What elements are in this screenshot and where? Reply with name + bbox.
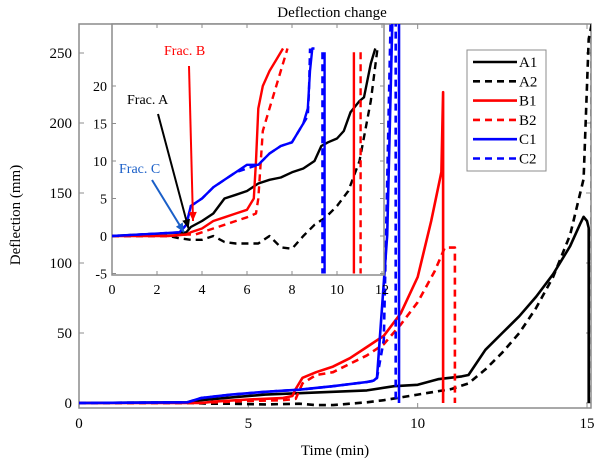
y-tick-label: 0 <box>65 396 73 412</box>
y-tick-label: 200 <box>50 116 73 132</box>
legend-label-a2: A2 <box>519 74 537 90</box>
y-tick-label: 150 <box>50 186 73 202</box>
main-series-group <box>79 24 591 407</box>
annotation-arrowhead-icon <box>188 211 197 221</box>
inset-series-line-b2 <box>112 48 289 238</box>
legend-label-c1: C1 <box>519 132 537 148</box>
inset-y-tick-label: 0 <box>100 230 107 245</box>
y-axis-label: Deflection (mm) <box>8 165 24 265</box>
inset-x-tick-label: 8 <box>289 283 296 298</box>
inset-series-line-c1 <box>112 47 315 238</box>
annotation-label-frac-c: Frac. C <box>119 162 160 177</box>
inset-x-tick-label: 0 <box>109 283 116 298</box>
series-line-b2 <box>79 246 457 405</box>
inset-x-tick-label: 6 <box>244 283 251 298</box>
y-tick-label: 50 <box>57 326 72 342</box>
inset-y-tick-label: 15 <box>93 118 107 133</box>
inset-y-tick-label: 10 <box>93 155 107 170</box>
legend-box <box>466 49 547 172</box>
y-tick-label: 100 <box>50 256 73 272</box>
x-tick-label: 10 <box>410 416 425 432</box>
chart-title: Deflection change <box>277 5 387 21</box>
inset-plot-area <box>111 23 385 276</box>
inset-x-tick-label: 10 <box>330 283 344 298</box>
annotation-label-frac-a: Frac. A <box>127 93 169 108</box>
inset-x-tick-label: 12 <box>375 283 389 298</box>
series-line-c2 <box>79 24 398 405</box>
annotation-arrowhead-icon <box>182 218 190 229</box>
inset-series-line-a2 <box>112 48 379 251</box>
x-tick-label: 5 <box>245 416 253 432</box>
inset-y-tick-label: -5 <box>95 268 107 283</box>
series-line-a2 <box>79 24 591 407</box>
series-line-b1 <box>79 90 445 405</box>
y-tick-label: 250 <box>50 46 73 62</box>
legend: A1 A2 B1 B2 C1 C2 <box>466 49 547 172</box>
x-axis-label: Time (min) <box>301 443 369 459</box>
legend-label-b1: B1 <box>519 94 537 110</box>
annotation-arrow-line <box>151 179 185 233</box>
inset-y-tick-label: 20 <box>93 80 107 95</box>
x-tick-label: 0 <box>75 416 83 432</box>
inset-x-tick-label: 4 <box>199 283 206 298</box>
inset-annotations: Frac. A Frac. B Frac. C <box>119 44 205 233</box>
legend-label-b2: B2 <box>519 113 537 129</box>
inset-x-tick-label: 2 <box>154 283 161 298</box>
annotation-arrow-line <box>157 113 190 229</box>
legend-label-c2: C2 <box>519 152 537 168</box>
annotation-label-frac-b: Frac. B <box>164 44 205 59</box>
series-line-a1 <box>79 215 591 405</box>
x-tick-label: 15 <box>580 416 595 432</box>
annotation-arrowhead-icon <box>175 222 184 233</box>
inset-y-tick-label: 5 <box>100 193 107 208</box>
legend-label-a1: A1 <box>519 55 537 71</box>
annotation-arrow-line <box>188 65 194 222</box>
